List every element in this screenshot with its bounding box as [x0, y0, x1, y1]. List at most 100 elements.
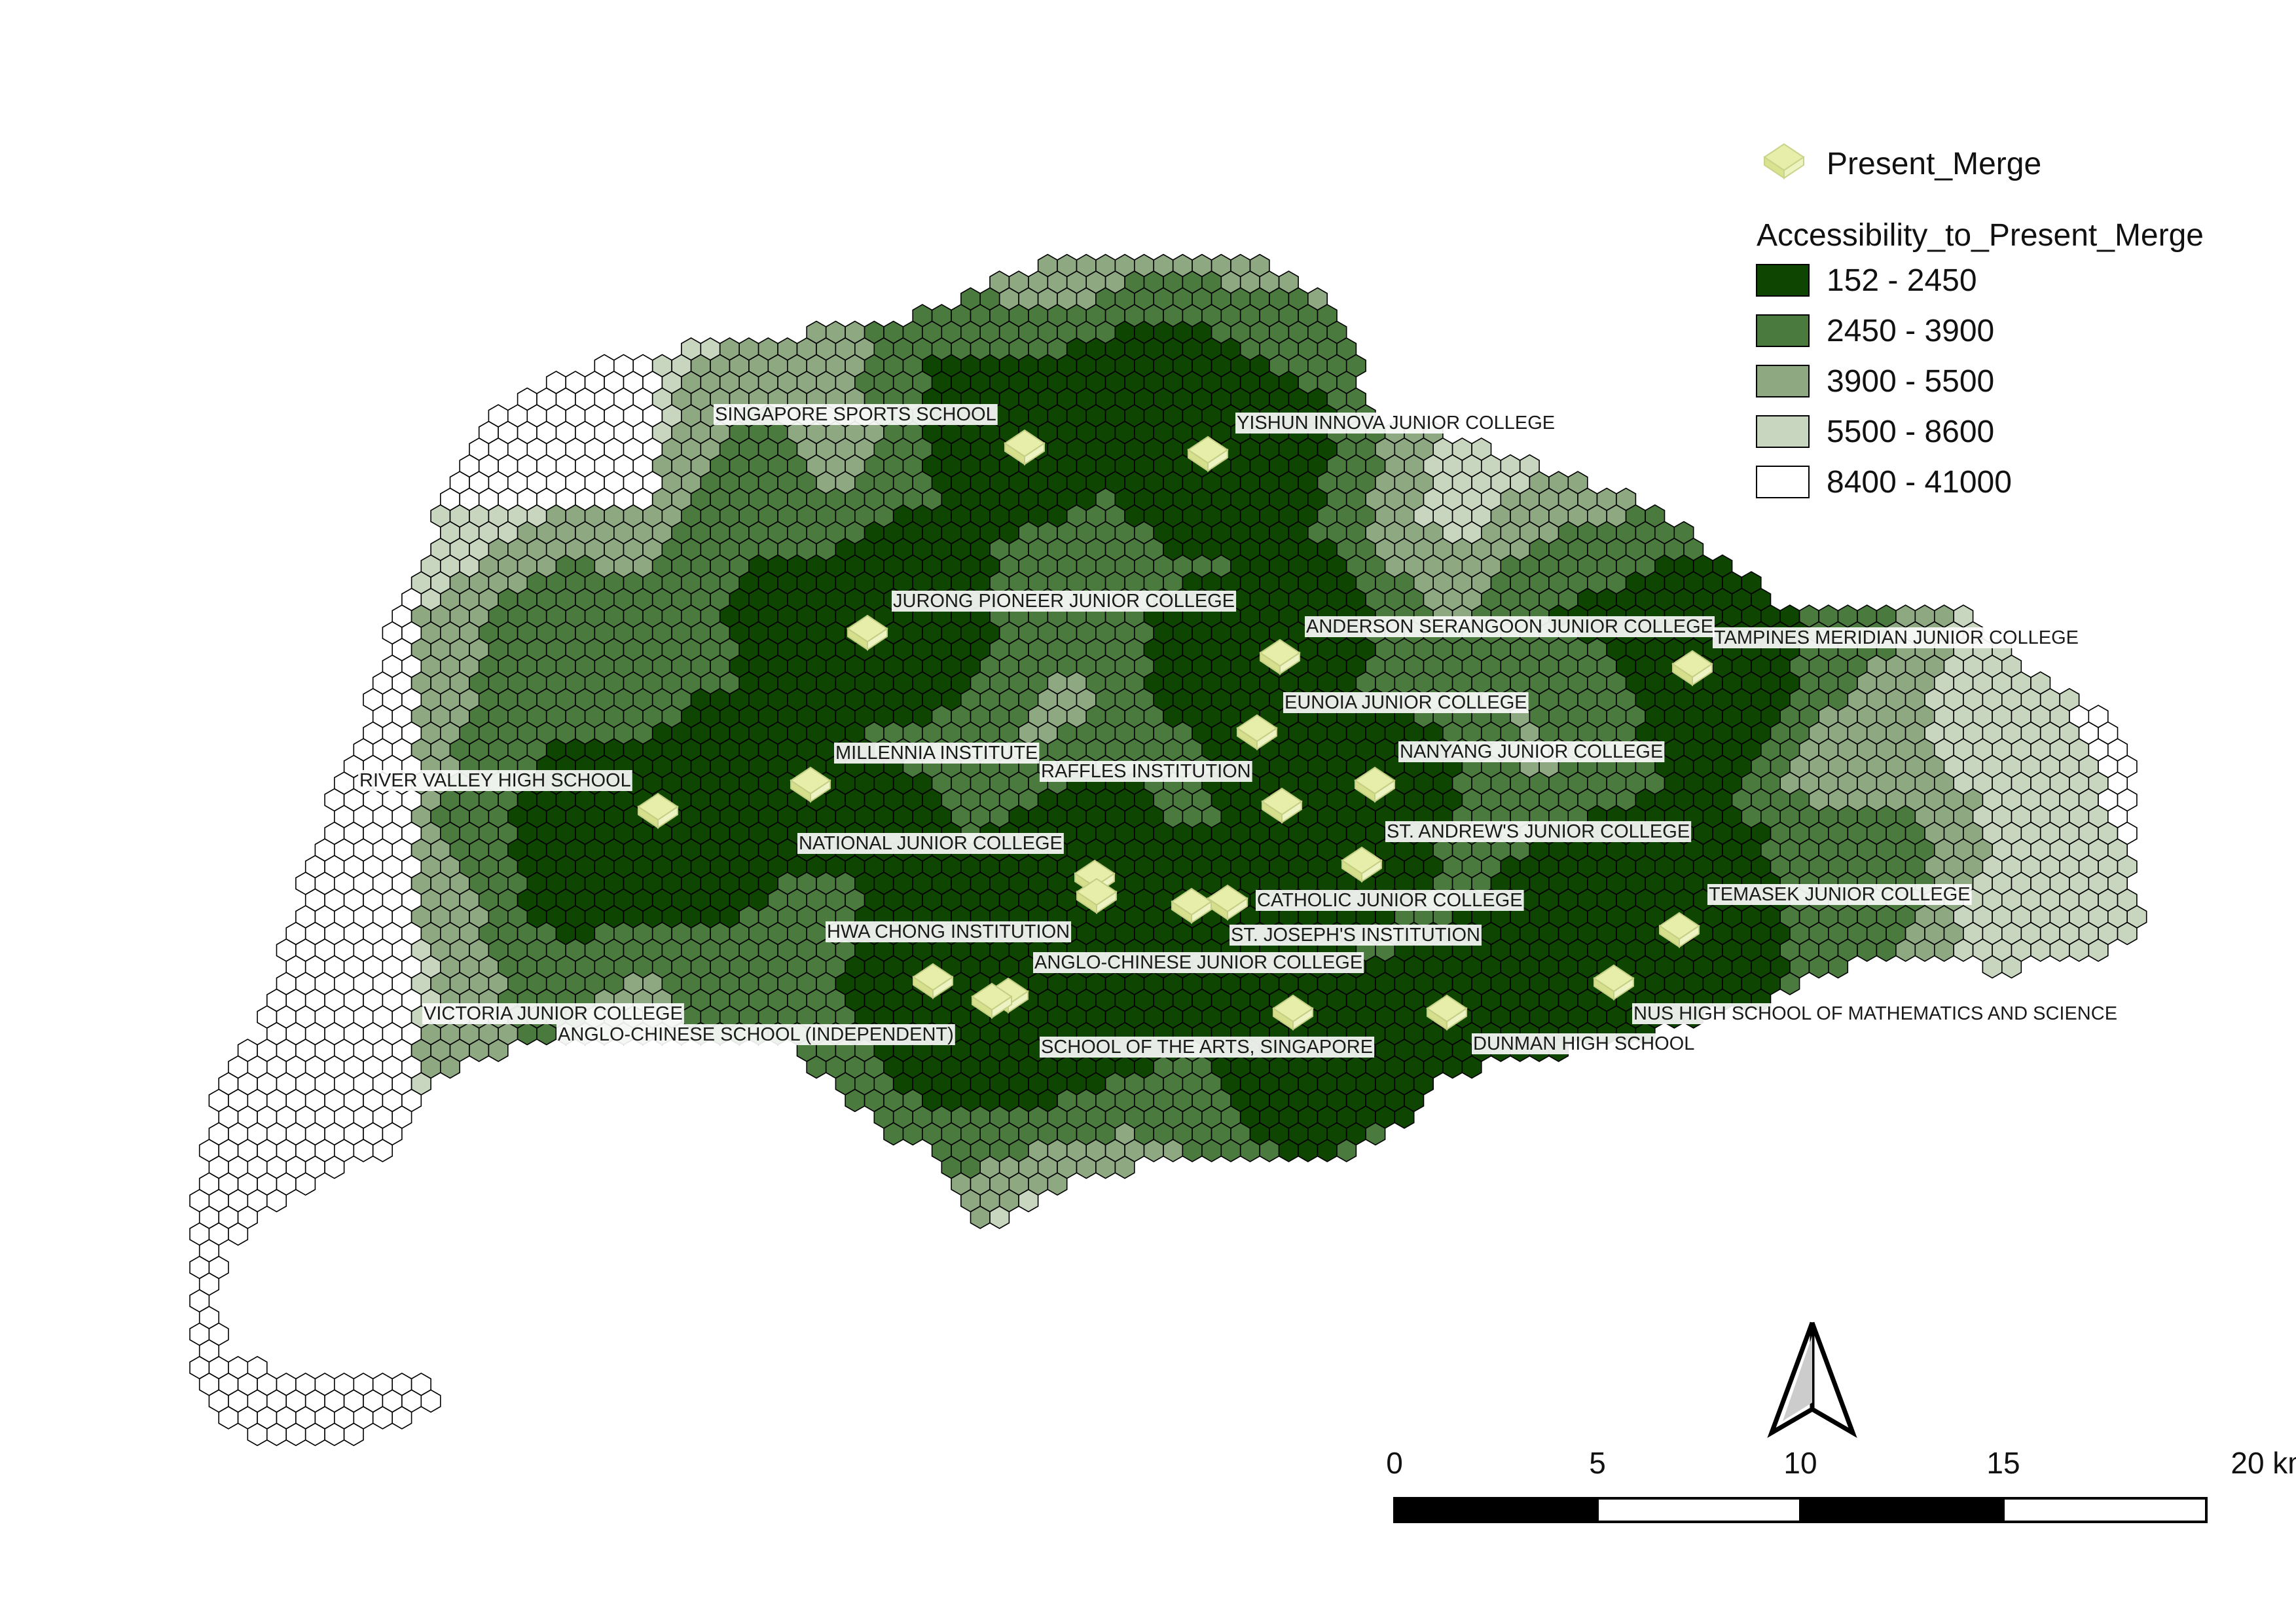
hex-cell: [1934, 938, 1954, 962]
hex-cell: [1201, 1139, 1222, 1162]
scale-ticks: 0 5 10 15 20 km: [1386, 1446, 2296, 1480]
school-label: EUNOIA JUNIOR COLLEGE: [1285, 692, 1527, 713]
hex-cell: [2088, 938, 2109, 962]
school-label: JURONG PIONEER JUNIOR COLLEGE: [893, 591, 1235, 612]
scale-tick-label: 15: [1986, 1446, 2020, 1480]
hex-cell: [266, 1422, 287, 1447]
hex-cell: [1779, 972, 1800, 995]
school-label: RIVER VALLEY HIGH SCHOOL: [359, 770, 631, 791]
legend-swatch: [1756, 314, 1810, 347]
school-label: CATHOLIC JUNIOR COLLEGE: [1257, 890, 1523, 911]
hex-cell: [2001, 955, 2022, 979]
hex-cell: [1982, 955, 2003, 979]
hex-cell: [285, 1422, 306, 1447]
school-label: NATIONAL JUNIOR COLLEGE: [799, 833, 1063, 854]
hex-cell: [883, 1122, 904, 1146]
hex-cell: [1828, 955, 1849, 979]
hex-cell: [1095, 1155, 1116, 1179]
school-label: NUS HIGH SCHOOL OF MATHEMATICS AND SCIEN…: [1633, 1003, 2117, 1024]
hex-cell: [845, 1088, 866, 1113]
legend-swatch: [1756, 365, 1810, 397]
hex-cell: [488, 1039, 509, 1062]
hex-cell: [1298, 1139, 1319, 1162]
hex-cell: [970, 1206, 991, 1229]
hex-cell: [1914, 938, 1935, 962]
legend-class-label: 8400 - 41000: [1827, 465, 2012, 500]
hex-cell: [1394, 1105, 1415, 1129]
hex-cell: [1317, 1139, 1338, 1162]
hex-cell: [266, 1189, 287, 1213]
scale-tick-label: 0: [1386, 1446, 1403, 1480]
legend-class-label: 2450 - 3900: [1827, 314, 1994, 348]
scale-tick-label: 5: [1589, 1446, 1606, 1480]
hex-cell: [806, 1055, 827, 1079]
hex-cell: [2069, 938, 2090, 962]
scale-bar: 0 5 10 15 20 km: [1386, 1446, 2296, 1523]
hex-cell: [1182, 1139, 1203, 1162]
hex-cell: [392, 1406, 412, 1430]
legend-swatch: [1756, 415, 1810, 448]
school-label: HWA CHONG INSTITUTION: [827, 921, 1070, 942]
hex-cell: [1220, 1139, 1241, 1162]
school-label: ANGLO-CHINESE SCHOOL (INDEPENDENT): [558, 1024, 954, 1045]
hex-cell: [989, 1206, 1010, 1229]
hex-cell: [469, 1039, 490, 1062]
legend-swatch: [1756, 264, 1810, 297]
hex-cell: [228, 1222, 249, 1246]
hex-cell: [536, 1022, 557, 1046]
school-label: TAMPINES MERIDIAN JUNIOR COLLEGE: [1714, 627, 2079, 648]
hex-cell: [1876, 938, 1897, 962]
school-label: ST. ANDREW'S JUNIOR COLLEGE: [1387, 821, 1690, 842]
hex-cell: [1239, 1139, 1260, 1162]
hex-cell: [1442, 1055, 1463, 1079]
school-label: SINGAPORE SPORTS SCHOOL: [715, 404, 996, 425]
hex-cell: [353, 1139, 374, 1162]
hex-cell: [2117, 921, 2138, 946]
hex-cell: [420, 1389, 441, 1413]
school-label: ANGLO-CHINESE JUNIOR COLLEGE: [1034, 952, 1362, 973]
school-label: NANYANG JUNIOR COLLEGE: [1400, 741, 1663, 762]
legend-class-label: 3900 - 5500: [1827, 364, 1994, 399]
school-label: DUNMAN HIGH SCHOOL: [1473, 1033, 1694, 1054]
hex-cell: [1365, 1122, 1386, 1146]
hex-cell: [902, 1122, 923, 1146]
legend-class-label: 5500 - 8600: [1827, 415, 1994, 449]
hex-cell: [247, 1422, 268, 1447]
hex-cell: [1018, 1189, 1039, 1213]
hex-cell: [1114, 1155, 1135, 1179]
legend-point-symbol: [1763, 143, 1805, 179]
school-label: ANDERSON SERANGOON JUNIOR COLLEGE: [1306, 616, 1713, 637]
school-label: VICTORIA JUNIOR COLLEGE: [424, 1003, 683, 1024]
legend-class-label: 152 - 2450: [1827, 263, 1977, 298]
scale-tick-label: 20 km: [2231, 1446, 2296, 1480]
school-label: RAFFLES INSTITUTION: [1041, 761, 1251, 782]
hex-cell: [517, 1022, 538, 1046]
hex-cell: [1808, 955, 1829, 979]
hex-cell: [372, 1406, 393, 1430]
school-label: MILLENNIA INSTITUTE: [835, 743, 1038, 764]
hex-cell: [372, 1139, 393, 1162]
hex-cell: [1143, 1139, 1164, 1162]
hex-cell: [1278, 1139, 1299, 1162]
hex-cell: [324, 1155, 345, 1179]
hex-cell: [304, 1422, 325, 1447]
hex-cell: [218, 1406, 239, 1430]
north-arrow-icon: [1767, 1321, 1857, 1438]
legend-swatch: [1756, 466, 1810, 498]
school-label: TEMASEK JUNIOR COLLEGE: [1709, 884, 1971, 905]
hex-cell: [1895, 938, 1916, 962]
hex-cell: [1953, 938, 1974, 962]
hex-cell: [1259, 1139, 1280, 1162]
legend-point-label: Present_Merge: [1827, 147, 2041, 181]
hex-cell: [1336, 1139, 1357, 1162]
legend-classes: 152 - 2450 2450 - 3900 3900 - 5500 5500 - 8…: [1756, 263, 2012, 500]
scale-tick-label: 10: [1783, 1446, 1817, 1480]
hex-cell: [1163, 1139, 1184, 1162]
school-label: YISHUN INNOVA JUNIOR COLLEGE: [1237, 413, 1555, 434]
school-label: SCHOOL OF THE ARTS, SINGAPORE: [1041, 1037, 1373, 1058]
hex-cell: [295, 1172, 316, 1196]
hex-cell: [1461, 1055, 1482, 1079]
hex-cell: [1076, 1155, 1097, 1179]
hex-cell: [1857, 938, 1878, 962]
